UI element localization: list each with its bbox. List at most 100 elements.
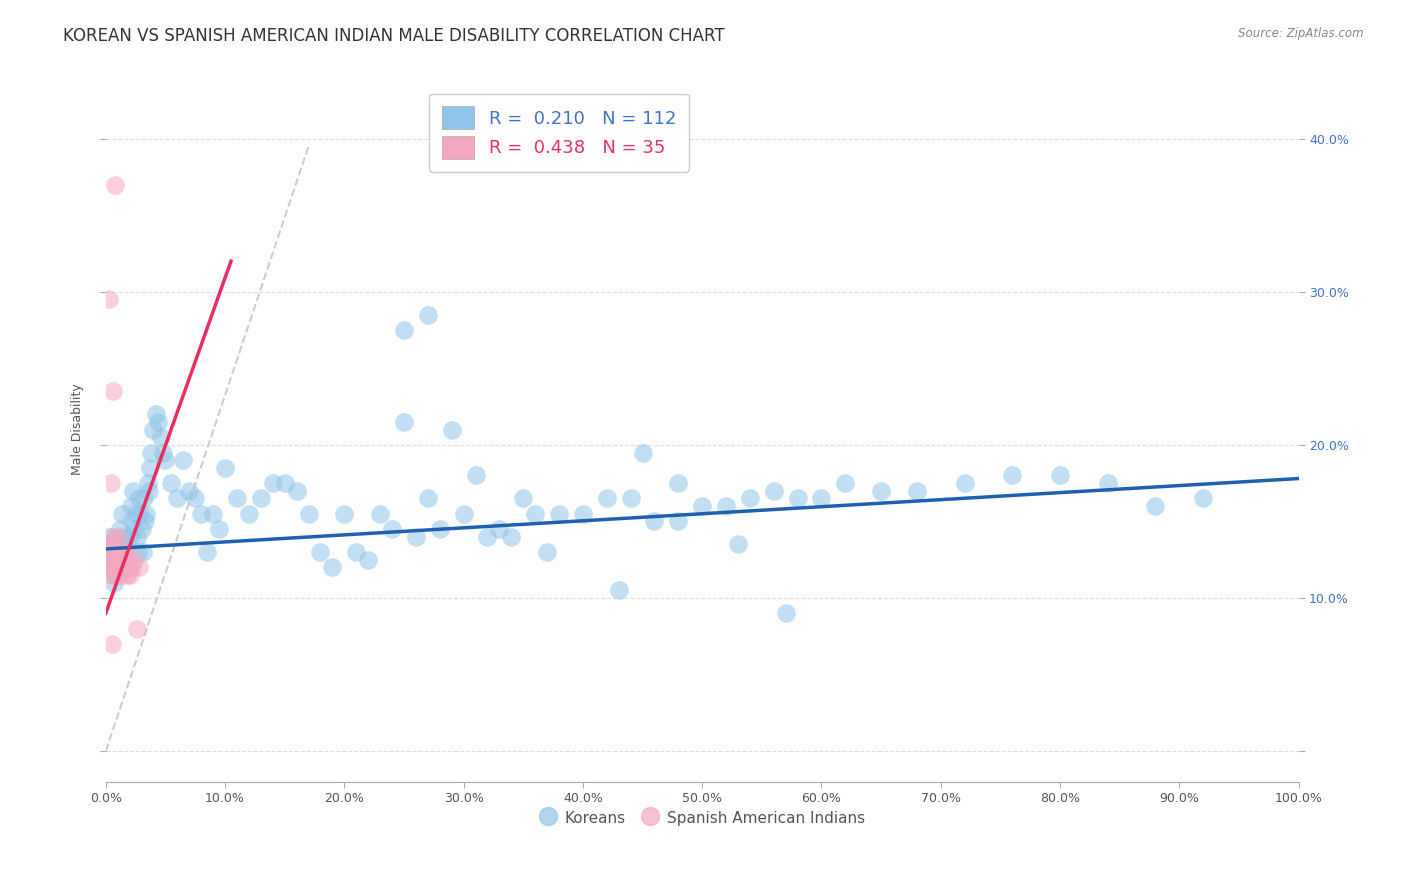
- Point: [285, 483, 308, 498]
- Point: [172, 453, 194, 467]
- Point: [103, 560, 125, 574]
- Point: [108, 545, 131, 559]
- Point: [103, 545, 125, 559]
- Point: [136, 476, 159, 491]
- Point: [101, 530, 124, 544]
- Point: [112, 545, 135, 559]
- Point: [124, 507, 146, 521]
- Point: [152, 445, 174, 459]
- Point: [105, 552, 128, 566]
- Point: [104, 178, 127, 192]
- Point: [226, 491, 249, 506]
- Point: [114, 530, 136, 544]
- Point: [775, 607, 797, 621]
- Point: [145, 407, 167, 421]
- Point: [762, 483, 785, 498]
- Legend: Koreans, Spanish American Indians: Koreans, Spanish American Indians: [533, 803, 872, 834]
- Text: Source: ZipAtlas.com: Source: ZipAtlas.com: [1239, 27, 1364, 40]
- Point: [103, 575, 125, 590]
- Point: [100, 545, 122, 559]
- Point: [118, 568, 141, 582]
- Point: [786, 491, 808, 506]
- Point: [262, 476, 284, 491]
- Point: [120, 499, 142, 513]
- Point: [368, 507, 391, 521]
- Point: [100, 637, 122, 651]
- Point: [107, 530, 129, 544]
- Point: [572, 507, 595, 521]
- Point: [96, 537, 118, 551]
- Point: [100, 476, 122, 491]
- Point: [117, 560, 139, 574]
- Point: [107, 530, 129, 544]
- Point: [108, 560, 131, 574]
- Point: [477, 530, 499, 544]
- Point: [115, 552, 138, 566]
- Point: [727, 537, 749, 551]
- Point: [129, 507, 152, 521]
- Point: [596, 491, 619, 506]
- Point: [238, 507, 260, 521]
- Point: [297, 507, 319, 521]
- Point: [110, 560, 132, 574]
- Point: [607, 583, 630, 598]
- Point: [548, 507, 571, 521]
- Point: [138, 483, 160, 498]
- Point: [111, 568, 134, 582]
- Point: [114, 552, 136, 566]
- Point: [105, 560, 128, 574]
- Point: [149, 430, 172, 444]
- Point: [357, 552, 380, 566]
- Point: [190, 507, 212, 521]
- Point: [125, 530, 148, 544]
- Point: [115, 545, 138, 559]
- Point: [536, 545, 558, 559]
- Point: [124, 522, 146, 536]
- Point: [111, 507, 134, 521]
- Point: [115, 537, 138, 551]
- Point: [139, 460, 162, 475]
- Point: [440, 423, 463, 437]
- Point: [98, 293, 121, 307]
- Point: [333, 507, 356, 521]
- Point: [101, 537, 124, 551]
- Point: [309, 545, 332, 559]
- Point: [100, 560, 122, 574]
- Point: [115, 568, 138, 582]
- Point: [214, 460, 236, 475]
- Point: [1097, 476, 1119, 491]
- Point: [132, 545, 155, 559]
- Point: [96, 545, 118, 559]
- Point: [134, 515, 156, 529]
- Point: [112, 560, 135, 574]
- Point: [184, 491, 207, 506]
- Point: [416, 491, 439, 506]
- Point: [127, 545, 149, 559]
- Point: [834, 476, 856, 491]
- Point: [631, 445, 654, 459]
- Point: [110, 552, 132, 566]
- Point: [666, 515, 689, 529]
- Point: [101, 384, 124, 399]
- Point: [273, 476, 295, 491]
- Point: [97, 552, 120, 566]
- Point: [160, 476, 183, 491]
- Point: [124, 552, 146, 566]
- Point: [429, 522, 451, 536]
- Point: [666, 476, 689, 491]
- Point: [142, 423, 165, 437]
- Point: [121, 560, 143, 574]
- Point: [392, 323, 415, 337]
- Point: [107, 568, 129, 582]
- Point: [104, 568, 127, 582]
- Point: [122, 483, 145, 498]
- Point: [810, 491, 832, 506]
- Point: [512, 491, 534, 506]
- Point: [118, 530, 141, 544]
- Point: [1001, 468, 1024, 483]
- Point: [453, 507, 475, 521]
- Point: [128, 560, 150, 574]
- Point: [128, 491, 150, 506]
- Point: [108, 522, 131, 536]
- Y-axis label: Male Disability: Male Disability: [72, 384, 84, 475]
